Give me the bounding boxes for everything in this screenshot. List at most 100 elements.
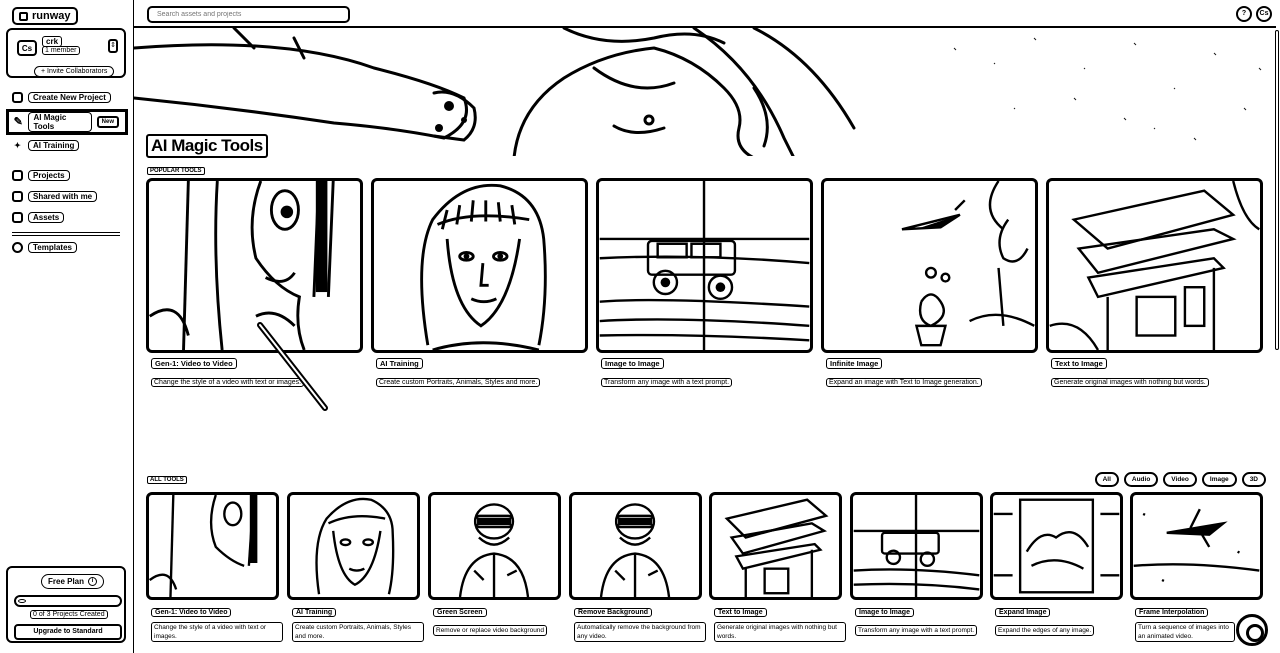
hero-illustration	[134, 28, 1262, 156]
tool-card-text: Expand Image Expand the edges of any ima…	[995, 601, 1127, 637]
tool-description: Transform any image with a text prompt.	[601, 378, 733, 387]
all-tool-card-image-to-image[interactable]	[850, 492, 983, 600]
text-to-image-thumbnail	[724, 498, 829, 597]
filter-audio[interactable]: Audio	[1123, 472, 1159, 487]
tool-title[interactable]: Image to Image	[601, 358, 664, 369]
all-tool-card-frame-interpolation[interactable]	[1130, 492, 1263, 600]
sidebar-item-templates[interactable]: Templates	[12, 242, 77, 253]
sidebar-item-label: Assets	[28, 212, 65, 223]
tool-description: Turn a sequence of images into an animat…	[1135, 622, 1235, 642]
filter-3d[interactable]: 3D	[1241, 472, 1266, 487]
sidebar-item-ai-magic-tools[interactable]: ✎ AI Magic Tools New	[6, 109, 128, 135]
tool-title[interactable]: Frame Interpolation	[1135, 608, 1209, 617]
tool-title[interactable]: AI Training	[376, 358, 423, 369]
ai-training-thumbnail	[315, 497, 395, 595]
all-tool-card-expand-image[interactable]	[990, 492, 1123, 600]
gen1-thumbnail	[149, 181, 335, 350]
page-title: AI Magic Tools	[146, 134, 268, 158]
ai-training-thumbnail	[420, 183, 547, 350]
tool-description: Expand the edges of any image.	[995, 625, 1095, 636]
team-avatar: Cs	[17, 40, 37, 56]
tool-description: Generate original images with nothing bu…	[714, 622, 846, 642]
chevron-updown-icon[interactable]: ⇕	[108, 39, 118, 53]
projects-progress-bar	[14, 595, 122, 607]
sidebar: runway Cs crk 1 member ⇕ + Invite Collab…	[0, 0, 134, 653]
all-tool-card-green-screen[interactable]	[428, 492, 561, 600]
tool-card-ai-training[interactable]	[371, 178, 588, 353]
team-switcher[interactable]: Cs crk 1 member ⇕ + Invite Collaborators	[6, 28, 126, 78]
tool-description: Expand an image with Text to Image gener…	[826, 378, 982, 387]
chat-support-button[interactable]	[1236, 614, 1268, 646]
new-badge: New	[96, 116, 119, 128]
info-icon[interactable]: i	[88, 577, 98, 586]
tool-title[interactable]: Remove Background	[574, 608, 653, 617]
sidebar-item-label: Projects	[28, 170, 70, 181]
frame-interpolation-thumbnail	[1133, 508, 1260, 583]
sidebar-divider	[12, 235, 120, 236]
brand-logo[interactable]: runway	[12, 7, 78, 25]
tool-title[interactable]: Gen-1: Video to Video	[151, 358, 237, 369]
upgrade-button[interactable]: Upgrade to Standard	[14, 624, 122, 640]
sidebar-item-label: AI Training	[28, 140, 80, 151]
search-input[interactable]	[147, 6, 350, 23]
help-icon[interactable]: ?	[1236, 6, 1252, 22]
tool-title[interactable]: Text to Image	[1051, 358, 1107, 369]
create-new-project-label: Create New Project	[28, 92, 111, 103]
all-tool-card-gen1[interactable]	[146, 492, 279, 600]
tool-card-text-to-image[interactable]	[1046, 178, 1263, 353]
sidebar-divider	[12, 232, 120, 233]
text-to-image-thumbnail	[1049, 181, 1260, 350]
tool-card-text: AI Training Create custom Portraits, Ani…	[292, 601, 424, 643]
tool-title[interactable]: Text to Image	[714, 608, 767, 617]
tool-title[interactable]: Infinite Image	[826, 358, 883, 369]
sidebar-item-ai-training[interactable]: ✦ AI Training	[12, 140, 80, 151]
tool-description: Change the style of a video with text or…	[151, 622, 283, 642]
tool-card-infinite-image[interactable]	[821, 178, 1038, 353]
image-to-image-thumbnail	[599, 181, 810, 350]
tool-title[interactable]: AI Training	[292, 608, 337, 617]
sidebar-item-label: Shared with me	[28, 191, 98, 202]
all-tool-card-remove-background[interactable]	[569, 492, 702, 600]
free-plan-panel: Free Plan i 0 of 3 Projects Created Upgr…	[6, 566, 126, 643]
tool-title[interactable]: Expand Image	[995, 608, 1051, 617]
expand-image-thumbnail	[993, 498, 1120, 594]
sidebar-item-assets[interactable]: Assets	[12, 212, 65, 223]
sidebar-item-projects[interactable]: Projects	[12, 170, 70, 181]
popular-tools-label: POPULAR TOOLS	[147, 167, 205, 175]
tool-card-image-to-image[interactable]	[596, 178, 813, 353]
tool-card-text: Text to Image Generate original images w…	[714, 601, 846, 643]
remove-background-thumbnail	[599, 503, 671, 597]
filter-video[interactable]: Video	[1163, 472, 1197, 487]
plan-title: Free Plan i	[41, 574, 105, 589]
tool-card-text: Green Screen Remove or replace video bac…	[433, 601, 565, 637]
tool-card-text: Image to Image Transform any image with …	[601, 353, 818, 389]
brand-name: runway	[32, 10, 71, 22]
runway-logo-icon	[19, 11, 28, 21]
tool-filters: All Audio Video Image 3D	[1094, 472, 1266, 487]
all-tool-card-ai-training[interactable]	[287, 492, 420, 600]
user-avatar[interactable]: Cs	[1256, 6, 1272, 22]
tool-description: Create custom Portraits, Animals, Styles…	[376, 378, 541, 387]
gen1-thumbnail	[149, 495, 258, 597]
invite-collaborators-button[interactable]: + Invite Collaborators	[34, 66, 115, 77]
tool-title[interactable]: Image to Image	[855, 608, 914, 617]
projects-created-count: 0 of 3 Projects Created	[30, 610, 108, 619]
tool-title[interactable]: Green Screen	[433, 608, 487, 617]
create-new-project-button[interactable]: Create New Project	[12, 92, 111, 103]
filter-all[interactable]: All	[1094, 472, 1119, 487]
scrollbar[interactable]	[1275, 30, 1279, 350]
plus-square-icon	[12, 92, 23, 103]
globe-icon	[12, 242, 23, 253]
tool-card-text: AI Training Create custom Portraits, Ani…	[376, 353, 593, 389]
sparkle-icon: ✦	[14, 140, 21, 150]
all-tool-card-text-to-image[interactable]	[709, 492, 842, 600]
sidebar-item-label: Templates	[28, 242, 77, 253]
sidebar-item-shared[interactable]: Shared with me	[12, 191, 98, 202]
tool-card-text: Remove Background Automatically remove t…	[574, 601, 706, 643]
filter-image[interactable]: Image	[1201, 472, 1237, 487]
tool-card-gen1[interactable]	[146, 178, 363, 353]
team-member-count: 1 member	[42, 46, 80, 55]
tool-title[interactable]: Gen-1: Video to Video	[151, 608, 232, 617]
pen-cursor-icon	[257, 322, 328, 411]
